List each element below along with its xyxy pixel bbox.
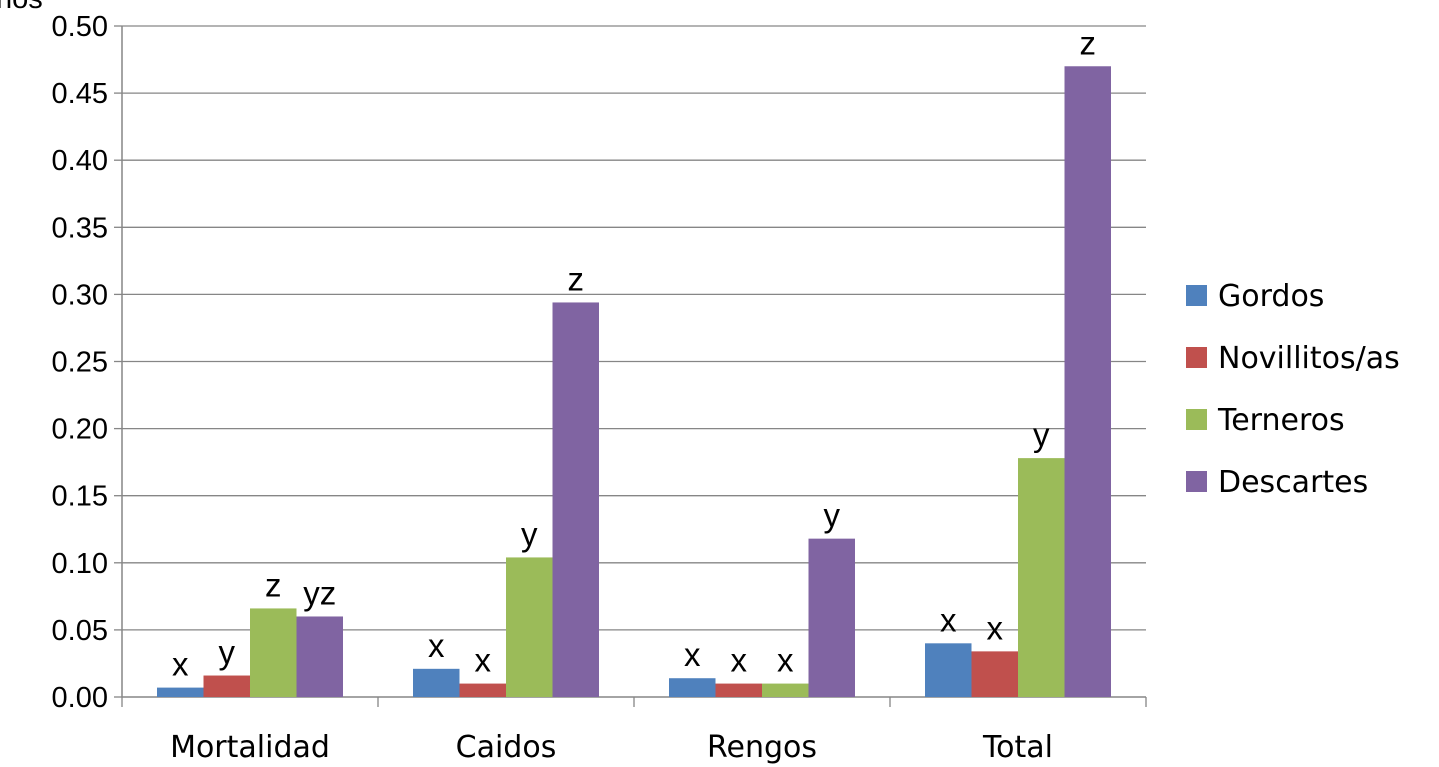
significance-letter: x bbox=[172, 646, 189, 683]
bar-gordos bbox=[157, 687, 204, 697]
bar-descartes bbox=[296, 616, 343, 697]
bar-novillitosas bbox=[715, 683, 762, 697]
y-tick-label: 0.05 bbox=[52, 615, 108, 647]
bar-descartes bbox=[808, 538, 855, 697]
y-tick-label: 0.40 bbox=[52, 145, 108, 177]
y-tick-label: 0.30 bbox=[52, 279, 108, 311]
legend-label: Novillitos/as bbox=[1218, 341, 1400, 376]
y-tick-label: 0.45 bbox=[52, 78, 108, 110]
y-tick-label: 0.50 bbox=[52, 11, 108, 43]
bar-descartes bbox=[1064, 66, 1111, 697]
y-tick-label: 0.20 bbox=[52, 414, 108, 446]
y-axis-tick-labels: 0.00 0.05 0.10 0.15 0.20 0.25 0.30 0.35 0.40 0.45… bbox=[52, 11, 108, 714]
legend-swatch bbox=[1186, 409, 1207, 430]
x-category-label: Mortalidad bbox=[170, 730, 330, 765]
bar-terneros bbox=[762, 683, 809, 697]
significance-letter: x bbox=[475, 642, 492, 679]
significance-letter: x bbox=[987, 609, 1004, 646]
significance-letter: y bbox=[824, 497, 841, 534]
bar-terneros bbox=[1018, 458, 1065, 697]
legend-label: Gordos bbox=[1218, 279, 1324, 314]
bar-gordos bbox=[669, 678, 716, 697]
significance-letter: x bbox=[777, 642, 794, 679]
significance-letter: x bbox=[731, 642, 748, 679]
y-tick-label: 0.35 bbox=[52, 212, 108, 244]
significance-letter: y bbox=[521, 515, 538, 552]
significance-letter: x bbox=[428, 627, 445, 664]
bar-terneros bbox=[250, 608, 297, 697]
significance-letter: y bbox=[219, 634, 236, 671]
legend-swatch bbox=[1186, 285, 1207, 306]
significance-letter: yz bbox=[303, 574, 336, 611]
legend-label: Descartes bbox=[1218, 465, 1368, 500]
significance-letter: x bbox=[940, 601, 957, 638]
bar-novillitosas bbox=[203, 675, 250, 697]
y-tick-label: 0.00 bbox=[52, 682, 108, 714]
significance-letter: z bbox=[1080, 24, 1097, 61]
bar-terneros bbox=[506, 557, 553, 697]
axes bbox=[114, 25, 1147, 707]
y-tick-label: 0.15 bbox=[52, 481, 108, 513]
bar-descartes bbox=[552, 302, 599, 697]
bar-novillitosas bbox=[971, 651, 1018, 697]
legend: Gordos Novillitos/as Terneros Descartes bbox=[1186, 279, 1400, 500]
bar-novillitosas bbox=[459, 683, 506, 697]
bars bbox=[157, 66, 1111, 697]
x-category-label: Rengos bbox=[707, 730, 817, 765]
legend-swatch bbox=[1186, 347, 1207, 368]
significance-letter: x bbox=[684, 636, 701, 673]
bar-gordos bbox=[925, 643, 972, 697]
legend-swatch bbox=[1186, 471, 1207, 492]
clipped-y-axis-label: nos bbox=[0, 0, 43, 15]
x-category-label: Caidos bbox=[456, 730, 557, 765]
significance-letter: z bbox=[265, 566, 282, 603]
legend-label: Terneros bbox=[1217, 403, 1345, 438]
x-category-label: Total bbox=[982, 730, 1053, 765]
y-tick-label: 0.25 bbox=[52, 347, 108, 379]
y-tick-label: 0.10 bbox=[52, 548, 108, 580]
significance-letter: z bbox=[568, 260, 585, 297]
significance-letter: y bbox=[1033, 416, 1050, 453]
gridlines bbox=[122, 25, 1146, 631]
bar-gordos bbox=[413, 668, 460, 697]
x-axis-category-labels: Mortalidad Caidos Rengos Total bbox=[170, 730, 1053, 765]
